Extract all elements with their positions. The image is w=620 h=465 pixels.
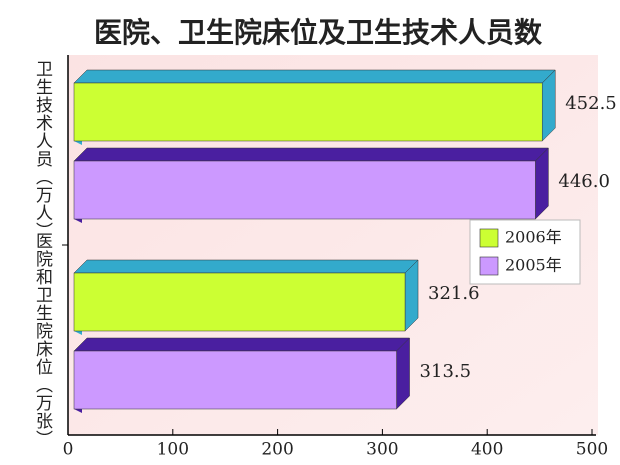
value-label: 313.5 bbox=[420, 361, 472, 382]
x-tick-label: 0 bbox=[63, 440, 74, 460]
legend-label: 2006年 bbox=[505, 228, 562, 247]
x-tick-label: 200 bbox=[261, 440, 293, 460]
legend: 2006年 2005年 bbox=[469, 219, 581, 285]
bar bbox=[73, 350, 397, 410]
chart-title: 医院、卫生院床位及卫生技术人员数 bbox=[94, 16, 543, 49]
bar bbox=[73, 160, 536, 220]
category-label: 医院和卫生院床位（万张） bbox=[32, 232, 53, 448]
x-tick-label: 500 bbox=[576, 440, 608, 460]
bar bbox=[73, 82, 543, 142]
value-label: 446.0 bbox=[558, 171, 610, 192]
legend-swatch bbox=[479, 256, 499, 276]
x-tick-label: 300 bbox=[366, 440, 398, 460]
value-label: 452.5 bbox=[565, 93, 617, 114]
x-tick-label: 100 bbox=[157, 440, 189, 460]
x-tick-label: 400 bbox=[471, 440, 503, 460]
legend-swatch bbox=[479, 228, 499, 248]
value-label: 321.6 bbox=[428, 283, 480, 304]
bar-top bbox=[73, 69, 556, 84]
bar bbox=[73, 272, 406, 332]
legend-label: 2005年 bbox=[505, 256, 562, 275]
bar-top bbox=[73, 147, 550, 162]
category-label: 卫生技术人员（万人） bbox=[32, 60, 53, 240]
bar-top bbox=[73, 337, 411, 352]
bar-top bbox=[73, 259, 419, 274]
